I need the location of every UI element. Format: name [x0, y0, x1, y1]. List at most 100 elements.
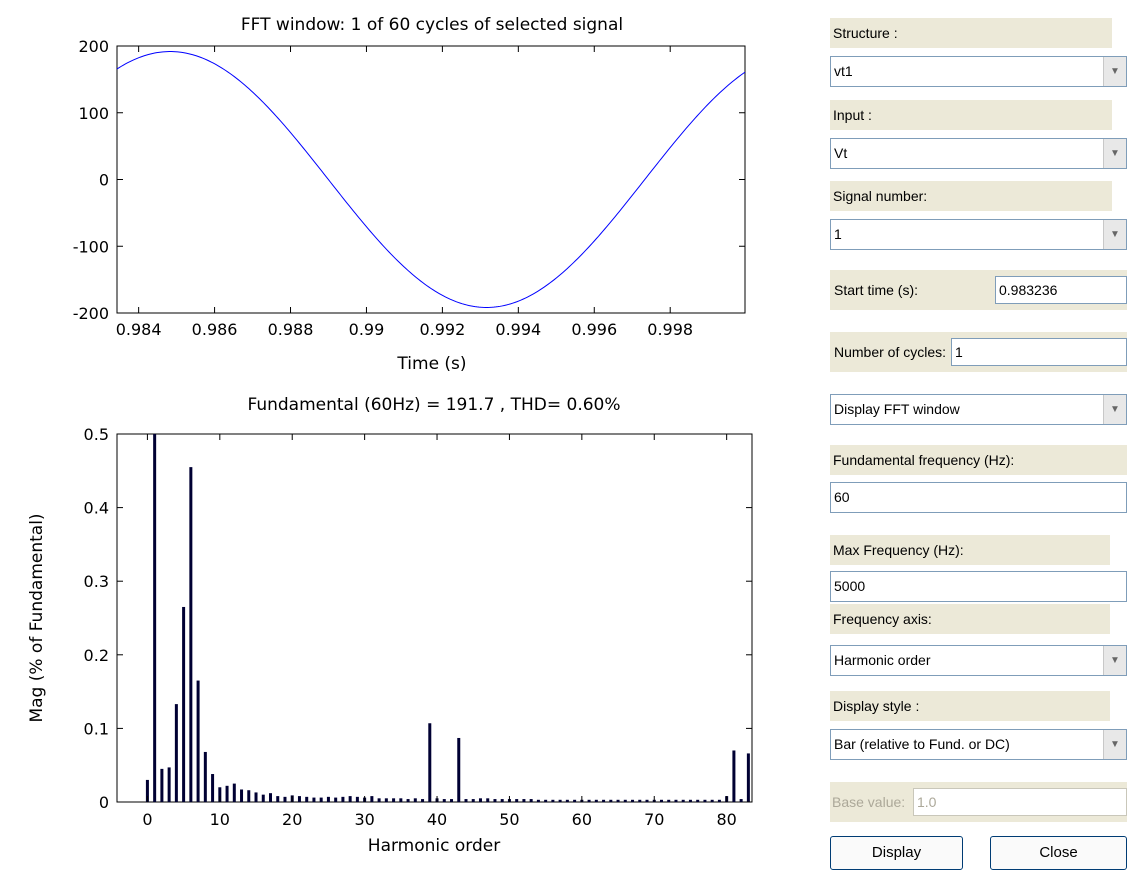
input-label: Input : [830, 100, 1112, 130]
top-ytick-label: 0 [99, 171, 109, 190]
harmonic-bar [283, 796, 287, 802]
harmonic-bar [261, 794, 265, 802]
harmonic-bar [348, 796, 352, 802]
harmonic-bar [645, 799, 649, 802]
bottom-xtick-label: 20 [282, 810, 302, 829]
display-mode-dropdown-value: Display FFT window [834, 401, 960, 417]
harmonic-bar [717, 799, 721, 802]
bottom-ytick-label: 0 [99, 793, 109, 812]
harmonic-bar [413, 798, 417, 802]
harmonic-bar [174, 704, 178, 802]
harmonic-bar [399, 798, 403, 802]
top-xtick-label: 0.988 [268, 320, 314, 339]
harmonic-bar [573, 799, 577, 802]
plots-area: FFT window: 1 of 60 cycles of selected s… [27, 15, 753, 856]
harmonic-bar [500, 799, 504, 802]
harmonic-bar [297, 796, 301, 802]
top-xtick-label: 0.992 [419, 320, 465, 339]
harmonic-bar [247, 790, 251, 802]
display-button[interactable]: Display [830, 836, 963, 870]
base-value-input: 1.0 [913, 788, 1127, 816]
chevron-down-icon[interactable]: ▼ [1103, 139, 1126, 168]
display-mode-dropdown[interactable]: Display FFT window ▼ [830, 394, 1127, 425]
frequency-axis-label: Frequency axis: [830, 604, 1110, 634]
harmonic-bar [681, 799, 685, 802]
harmonic-bar [442, 799, 446, 802]
chevron-down-icon[interactable]: ▼ [1103, 220, 1126, 249]
harmonic-bar [145, 779, 149, 802]
structure-dropdown-value: vt1 [834, 63, 853, 79]
harmonic-bar [153, 434, 157, 802]
signal-number-dropdown-value: 1 [834, 226, 842, 242]
harmonic-bar [464, 799, 468, 802]
chevron-down-icon[interactable]: ▼ [1103, 730, 1126, 759]
harmonic-bar [189, 467, 193, 802]
harmonic-bar [232, 783, 236, 802]
harmonic-bar [182, 606, 186, 802]
harmonic-bar [240, 789, 244, 802]
signal-number-label: Signal number: [830, 181, 1112, 211]
display-style-dropdown[interactable]: Bar (relative to Fund. or DC) ▼ [830, 729, 1127, 760]
harmonic-bar [536, 799, 540, 802]
harmonic-bar [486, 798, 490, 802]
harmonic-bar [384, 798, 388, 802]
top-plot-signal-line [116, 51, 746, 308]
bottom-xtick-label: 0 [142, 810, 152, 829]
harmonic-bar [522, 799, 526, 802]
harmonic-bar [478, 798, 482, 802]
frequency-axis-dropdown[interactable]: Harmonic order ▼ [830, 645, 1127, 676]
bottom-ytick-label: 0.4 [84, 499, 109, 518]
close-button[interactable]: Close [990, 836, 1127, 870]
bottom-plot-title: Fundamental (60Hz) = 191.7 , THD= 0.60% [247, 395, 620, 415]
harmonic-bar [493, 799, 497, 802]
harmonic-bar [638, 799, 642, 802]
harmonic-bar [392, 798, 396, 802]
bottom-xtick-label: 10 [210, 810, 230, 829]
fundamental-frequency-input[interactable]: 60 [830, 482, 1127, 513]
top-xtick-label: 0.994 [495, 320, 541, 339]
harmonic-bar [319, 797, 323, 802]
harmonic-bar [225, 785, 229, 802]
harmonic-bar [428, 723, 432, 802]
structure-label: Structure : [830, 18, 1112, 48]
chevron-down-icon[interactable]: ▼ [1103, 646, 1126, 675]
harmonic-bar [558, 799, 562, 802]
bottom-xtick-label: 50 [499, 810, 519, 829]
bottom-plot: Fundamental (60Hz) = 191.7 , THD= 0.60% … [27, 395, 753, 856]
base-value-row: Base value: 1.0 [830, 782, 1127, 822]
harmonic-bar [703, 799, 707, 802]
harmonic-bar [457, 737, 461, 802]
harmonic-bar [203, 751, 207, 802]
input-dropdown-value: Vt [834, 145, 848, 161]
start-time-input[interactable]: 0.983236 [995, 276, 1127, 304]
signal-number-dropdown[interactable]: 1 ▼ [830, 219, 1127, 250]
bottom-xtick-label: 40 [427, 810, 447, 829]
chevron-down-icon[interactable]: ▼ [1103, 57, 1126, 86]
chevron-down-icon[interactable]: ▼ [1103, 395, 1126, 424]
base-value-label: Base value: [832, 794, 906, 810]
harmonic-bar [616, 799, 620, 802]
top-plot-title: FFT window: 1 of 60 cycles of selected s… [241, 15, 623, 35]
number-of-cycles-label: Number of cycles: [834, 344, 947, 360]
harmonic-bar [218, 787, 222, 802]
bottom-ytick-label: 0.5 [84, 425, 109, 444]
harmonic-bar [326, 796, 330, 802]
harmonic-bar [370, 796, 374, 802]
harmonic-bar [594, 799, 598, 802]
bottom-xtick-label: 60 [572, 810, 592, 829]
input-dropdown[interactable]: Vt ▼ [830, 138, 1127, 169]
structure-dropdown[interactable]: vt1 ▼ [830, 56, 1127, 87]
harmonic-bar [471, 799, 475, 802]
top-xtick-label: 0.99 [349, 320, 385, 339]
bottom-xtick-label: 80 [716, 810, 736, 829]
fundamental-frequency-label: Fundamental frequency (Hz): [830, 445, 1127, 475]
number-of-cycles-input[interactable]: 1 [951, 338, 1127, 366]
bottom-ytick-label: 0.1 [84, 719, 109, 738]
harmonic-bar [160, 768, 164, 802]
harmonic-bar [254, 792, 258, 802]
harmonic-bar [746, 753, 750, 802]
harmonic-bar [551, 799, 555, 802]
harmonic-bar [196, 680, 200, 802]
max-frequency-input[interactable]: 5000 [830, 571, 1127, 602]
harmonic-bar [305, 796, 309, 802]
